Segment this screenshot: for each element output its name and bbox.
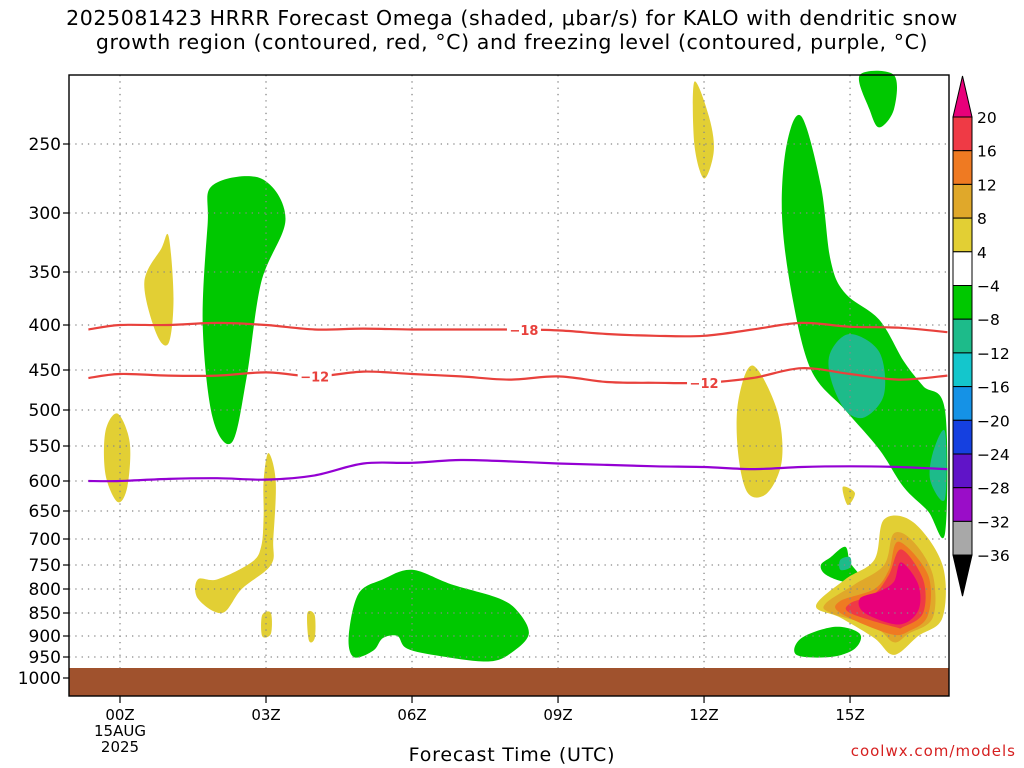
colorbar-top-arrow — [952, 75, 973, 118]
colorbar-label-13: −36 — [977, 547, 1010, 565]
x-axis-title: Forecast Time (UTC) — [0, 744, 1024, 766]
omega-region-4 — [858, 70, 898, 128]
site-credit: coolwx.com/models — [850, 742, 1016, 760]
omega-region-12 — [261, 611, 272, 638]
colorbar-label-4: 4 — [977, 244, 987, 262]
omega-region-13 — [307, 610, 316, 643]
colorbar-bottom-arrow — [952, 554, 973, 597]
y-tick-label-600: 600 — [29, 472, 61, 492]
y-tick-label-800: 800 — [29, 580, 61, 600]
omega-region-0 — [202, 176, 286, 445]
colorbar-label-3: 8 — [977, 210, 987, 228]
y-tick-label-400: 400 — [29, 316, 61, 336]
y-tick-label-250: 250 — [29, 135, 61, 155]
colorbar-bin-9 — [952, 419, 973, 455]
colorbar-label-1: 16 — [977, 143, 997, 161]
contour-label-bg — [687, 374, 722, 391]
omega-shaded-regions — [103, 70, 948, 662]
colorbar-label-2: 12 — [977, 176, 997, 194]
chart-title-line-2: growth region (contoured, red, °C) and f… — [95, 30, 929, 54]
omega-region-14 — [692, 81, 714, 179]
y-axis: 250 300 350 400 450 500 550 600 650 700 750 800 850 9… — [18, 135, 69, 689]
x-tick-label-09Z: 09Z — [543, 706, 572, 724]
colorbar-bin-2 — [952, 183, 973, 219]
colorbar-bin-12 — [952, 520, 973, 556]
contour-label-1-1: −12 — [690, 377, 719, 392]
colorbar-label-0: 20 — [977, 109, 997, 127]
colorbar-bin-0 — [952, 116, 973, 152]
omega-region-15 — [736, 365, 783, 498]
omega-region-10 — [103, 413, 131, 503]
omega-region-11 — [195, 453, 276, 614]
y-tick-label-1000: 1000 — [18, 669, 61, 689]
x-tick-label-15Z: 15Z — [835, 706, 864, 724]
colorbar-bin-6 — [952, 318, 973, 354]
colorbar-bin-11 — [952, 487, 973, 522]
x-tick-label-00Z: 00Z — [105, 706, 134, 724]
x-tick-label-06Z: 06Z — [397, 706, 426, 724]
y-tick-label-650: 650 — [29, 502, 61, 522]
x-tick-label-12Z: 12Z — [689, 706, 718, 724]
colorbar-label-7: −12 — [977, 345, 1010, 363]
y-tick-label-700: 700 — [29, 530, 61, 550]
contour-label-bg — [506, 321, 541, 338]
y-tick-label-500: 500 — [29, 401, 61, 421]
omega-region-3 — [929, 429, 947, 502]
contour-label-bg — [297, 368, 332, 385]
y-tick-label-950: 950 — [29, 648, 61, 668]
y-tick-label-750: 750 — [29, 556, 61, 576]
dendritic-contour-1 — [88, 367, 948, 385]
omega-colorbar: 20 16 12 8 4 −4 −8 −12 −16 −20 −24 −28 −32 −36 — [952, 75, 1010, 597]
colorbar-label-12: −32 — [977, 513, 1010, 531]
ground-fill — [69, 668, 949, 696]
colorbar-bin-5 — [952, 285, 973, 320]
omega-region-9 — [144, 233, 174, 346]
colorbar-bin-3 — [952, 217, 973, 253]
temperature-contours: −18 −12 −12 — [88, 321, 948, 483]
ground-layer — [69, 668, 949, 696]
colorbar-bin-8 — [952, 386, 973, 421]
omega-region-8 — [794, 626, 862, 658]
colorbar-bin-7 — [952, 352, 973, 388]
freezing-level-line — [88, 458, 948, 483]
chart-title-line-1: 2025081423 HRRR Forecast Omega (shaded, … — [66, 6, 958, 30]
omega-region-7 — [839, 556, 852, 571]
colorbar-bin-1 — [952, 150, 973, 185]
x-tick-date: 15AUG — [94, 722, 146, 740]
x-tick-label-03Z: 03Z — [251, 706, 280, 724]
colorbar-label-11: −28 — [977, 480, 1010, 498]
omega-region-2 — [828, 334, 886, 419]
x-tick-year: 2025 — [101, 738, 139, 756]
colorbar-label-8: −16 — [977, 379, 1010, 397]
colorbar-label-5: −4 — [977, 278, 1000, 296]
contour-label-0-0: −18 — [509, 324, 538, 339]
x-axis-title-text: Forecast Time (UTC) — [408, 744, 616, 766]
colorbar-bin-10 — [952, 453, 973, 489]
y-tick-label-450: 450 — [29, 361, 61, 381]
colorbar-label-6: −8 — [977, 311, 1000, 329]
colorbar-label-10: −24 — [977, 446, 1010, 464]
omega-region-16 — [842, 486, 855, 506]
y-tick-label-900: 900 — [29, 627, 61, 647]
colorbar-bin-4 — [952, 251, 973, 287]
plot-frame — [68, 74, 950, 697]
omega-region-5 — [348, 569, 529, 662]
y-tick-label-850: 850 — [29, 604, 61, 624]
y-tick-label-300: 300 — [29, 204, 61, 224]
chart-title: 2025081423 HRRR Forecast Omega (shaded, … — [0, 6, 1024, 54]
omega-region-21 — [858, 562, 921, 625]
y-tick-label-550: 550 — [29, 437, 61, 457]
y-tick-label-350: 350 — [29, 263, 61, 283]
contour-label-1-0: −12 — [300, 370, 329, 385]
colorbar-label-9: −20 — [977, 412, 1010, 430]
